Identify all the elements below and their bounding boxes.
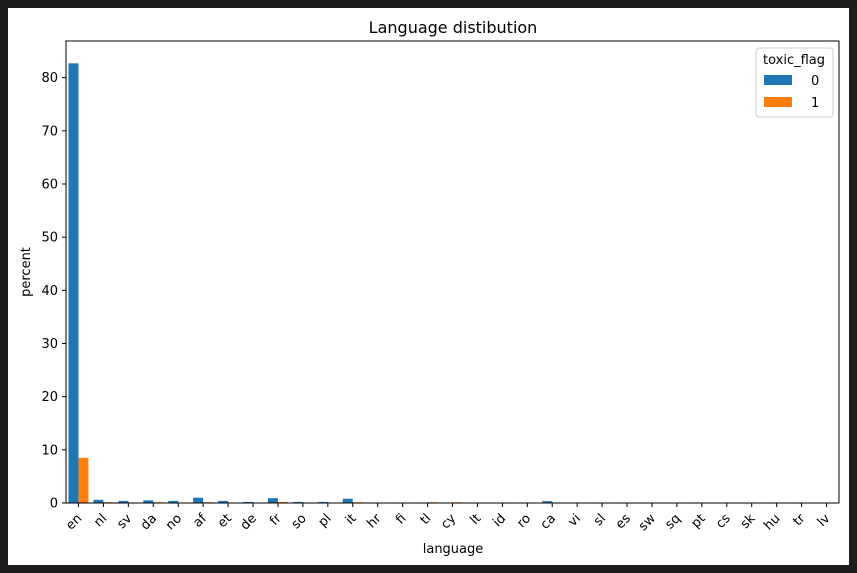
y-axis-label: percent (19, 247, 34, 297)
x-tick-label-af: af (190, 511, 210, 531)
bar-en-series-0 (68, 63, 79, 503)
legend-swatch-0 (764, 75, 792, 85)
x-tick-label-nl: nl (91, 511, 110, 530)
y-tick-label-0: 0 (50, 497, 58, 512)
x-tick-label-fr: fr (267, 511, 285, 529)
legend: toxic_flag 0 1 (755, 47, 834, 118)
y-tick-label-60: 60 (41, 178, 58, 193)
x-axis-ticks: en nl sv da no af et de fr so pl it hr fi tl cy lt id ro ca… (63, 503, 834, 534)
bars-layer (68, 63, 837, 503)
bar-it-series-0 (342, 498, 353, 503)
y-tick-label-40: 40 (41, 284, 58, 299)
bar-fr-series-1 (277, 501, 288, 503)
bar-nl-series-0 (93, 499, 104, 503)
x-tick-label-it: it (343, 511, 360, 528)
x-tick-label-so: so (289, 511, 310, 532)
chart-title: Language distibution (369, 18, 538, 37)
x-tick-label-hr: hr (364, 511, 385, 532)
x-tick-label-pl: pl (316, 511, 335, 530)
x-tick-label-ca: ca (538, 511, 559, 532)
y-tick-label-70: 70 (41, 124, 58, 139)
bar-pl-series-0 (317, 501, 328, 503)
x-tick-label-sw: sw (636, 511, 659, 534)
bar-sv-series-0 (118, 500, 129, 503)
y-tick-label-30: 30 (41, 337, 58, 352)
y-axis-ticks: 0 10 20 30 40 50 60 70 80 (41, 71, 66, 512)
x-tick-label-ro: ro (514, 511, 534, 531)
bar-no-series-0 (168, 500, 179, 503)
x-tick-label-id: id (490, 511, 509, 530)
x-tick-label-sv: sv (114, 511, 135, 532)
x-tick-label-da: da (138, 511, 160, 533)
y-tick-label-50: 50 (41, 231, 58, 246)
x-tick-label-lt: lt (467, 511, 484, 528)
x-tick-label-cs: cs (713, 511, 734, 532)
x-tick-label-fi: fi (393, 511, 409, 527)
x-tick-label-pt: pt (689, 511, 709, 531)
bar-et-series-0 (218, 500, 229, 503)
bar-en-series-1 (78, 457, 89, 503)
x-tick-label-hu: hu (761, 511, 783, 533)
plot-frame (65, 40, 840, 504)
x-tick-label-en: en (63, 511, 85, 533)
y-tick-label-10: 10 (41, 443, 58, 458)
x-tick-label-cy: cy (438, 511, 459, 532)
x-tick-label-no: no (163, 511, 185, 533)
bar-fr-series-0 (267, 498, 278, 503)
y-tick-label-20: 20 (41, 390, 58, 405)
legend-label-1: 1 (811, 96, 819, 111)
bar-da-series-0 (143, 500, 154, 503)
x-tick-label-tr: tr (790, 511, 808, 529)
bar-de-series-0 (243, 501, 254, 503)
x-tick-label-es: es (613, 511, 634, 532)
x-tick-label-sq: sq (663, 511, 684, 532)
legend-title: toxic_flag (763, 53, 825, 68)
x-tick-label-sk: sk (738, 511, 759, 532)
x-tick-label-tl: tl (418, 511, 435, 528)
bar-so-series-0 (292, 501, 303, 503)
bar-ca-series-0 (542, 501, 553, 503)
legend-swatch-1 (764, 97, 792, 107)
bar-chart: Language distibution en nl sv da no af et de fr s… (19, 18, 840, 557)
chart-figure: Language distibution en nl sv da no af et de fr s… (8, 8, 849, 565)
x-tick-label-lv: lv (815, 511, 834, 530)
x-tick-label-sl: sl (591, 511, 609, 529)
y-tick-label-80: 80 (41, 71, 58, 86)
legend-label-0: 0 (811, 74, 819, 89)
x-tick-label-de: de (238, 511, 260, 533)
x-axis-label: language (423, 542, 484, 557)
x-tick-label-et: et (215, 511, 235, 531)
bar-af-series-0 (193, 497, 204, 503)
x-tick-label-vi: vi (565, 511, 584, 530)
